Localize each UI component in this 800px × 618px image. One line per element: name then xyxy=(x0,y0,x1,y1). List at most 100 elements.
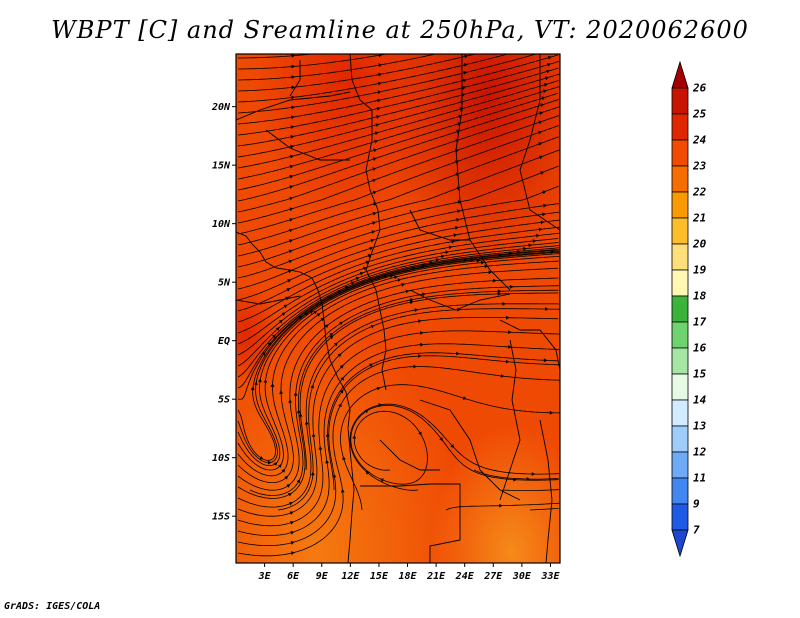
streamline xyxy=(238,54,435,81)
colorbar-label: 17 xyxy=(693,316,707,329)
streamline xyxy=(237,247,560,378)
streamline-arrow xyxy=(542,89,547,94)
colorbar-bin xyxy=(671,321,689,349)
streamline-arrow xyxy=(296,409,301,414)
streamline-arrow xyxy=(279,390,283,394)
streamline-arrow xyxy=(290,125,295,129)
streamline xyxy=(237,277,559,491)
streamline-arrow xyxy=(531,472,536,476)
streamline-arrow xyxy=(290,144,295,149)
streamline-arrow xyxy=(372,167,377,171)
streamline-arrow xyxy=(370,238,375,243)
colorbar-bin xyxy=(671,347,689,375)
streamline-arrow xyxy=(545,76,549,81)
streamline-arrow xyxy=(540,171,545,175)
streamline-arrow xyxy=(259,456,264,460)
streamline xyxy=(299,292,559,471)
streamline-arrow xyxy=(451,239,456,244)
streamline-arrow xyxy=(378,63,383,68)
streamline-arrow xyxy=(363,266,367,271)
streamline-arrow xyxy=(539,111,544,116)
streamline xyxy=(501,489,560,491)
lon-tick-label: 33E xyxy=(540,571,560,582)
colorbar-label: 25 xyxy=(692,108,707,121)
streamline-arrow xyxy=(289,228,293,233)
streamline-arrow xyxy=(279,319,283,324)
streamline-arrow xyxy=(288,239,293,243)
credit-label: GrADS: IGES/COLA xyxy=(4,601,101,612)
streamline-arrow xyxy=(258,378,262,383)
colorbar: 26 25 24 23 22 21 20 19 18 17 16 15 14 13 12 11 9 7 xyxy=(671,60,707,558)
streamline-arrow xyxy=(506,315,510,320)
lon-tick-label: 15E xyxy=(370,571,389,582)
streamline-arrow xyxy=(313,310,318,315)
streamline-arrow xyxy=(288,259,293,264)
streamline-arrow xyxy=(339,321,344,326)
lon-tick-label: 27E xyxy=(483,571,503,582)
lon-tick-label: 30E xyxy=(512,571,532,582)
streamline-arrow xyxy=(289,164,294,169)
streamline xyxy=(237,317,559,517)
streamline xyxy=(237,245,560,367)
streamline-arrow xyxy=(291,64,296,69)
streamline-arrow xyxy=(532,239,537,243)
streamline xyxy=(237,242,559,356)
streamline-arrow xyxy=(342,456,346,461)
colorbar-label: 13 xyxy=(693,420,707,433)
streamline-arrow xyxy=(545,307,549,311)
streamline-arrow xyxy=(289,511,294,515)
streamline xyxy=(237,54,475,92)
streamline-arrow xyxy=(291,95,295,100)
streamline-arrow xyxy=(371,230,376,234)
streamline-arrow xyxy=(277,463,282,468)
streamline-arrow xyxy=(422,292,426,297)
streamline-arrow xyxy=(291,85,295,90)
colorbar-bin xyxy=(671,425,689,453)
streamline-arrow xyxy=(493,278,497,283)
streamline xyxy=(277,308,560,511)
colorbar-bin xyxy=(671,373,689,401)
streamline-arrow xyxy=(339,389,344,394)
streamline-arrow xyxy=(453,233,458,238)
streamline-arrow xyxy=(287,492,292,497)
streamline-arrow xyxy=(393,275,398,280)
streamline-arrow xyxy=(542,212,546,217)
streamline-arrow xyxy=(372,157,377,161)
streamline-arrow xyxy=(526,477,531,481)
streamline-arrow xyxy=(340,376,345,381)
streamline-arrow xyxy=(376,106,381,111)
streamline-arrow xyxy=(340,488,345,493)
lon-tick-label: 9E xyxy=(316,571,329,582)
streamline-arrow xyxy=(378,54,383,58)
streamline-arrow xyxy=(377,90,382,95)
streamline-arrow xyxy=(290,541,295,545)
streamline-arrow xyxy=(289,174,294,179)
colorbar-bin xyxy=(671,139,689,167)
streamline-arrow xyxy=(290,530,295,535)
streamline-arrow xyxy=(540,220,545,225)
streamline-arrow xyxy=(397,278,402,282)
streamline-arrow xyxy=(281,312,286,316)
streamline-arrow xyxy=(289,218,294,222)
colorbar-bin xyxy=(671,529,689,558)
streamline-arrow xyxy=(324,324,329,328)
streamline-arrow xyxy=(510,285,514,289)
colorbar-label: 26 xyxy=(692,82,707,95)
streamline-arrow xyxy=(476,258,481,263)
streamline-arrow xyxy=(250,386,255,391)
streamline-arrow xyxy=(549,410,554,415)
streamline xyxy=(237,54,536,114)
streamline-arrow xyxy=(288,249,293,254)
streamline-arrow xyxy=(287,279,292,283)
streamline-arrow xyxy=(329,335,334,340)
streamline-arrow xyxy=(539,155,543,160)
streamline xyxy=(529,508,559,511)
colorbar-bin xyxy=(671,477,689,505)
streamline-arrow xyxy=(488,270,493,275)
streamline-arrow xyxy=(505,359,510,364)
lat-tick-label: 15S xyxy=(212,512,230,523)
streamline-arrow xyxy=(541,96,546,101)
streamline xyxy=(237,255,560,471)
streamlines xyxy=(237,54,560,557)
streamline-arrow xyxy=(462,396,467,400)
